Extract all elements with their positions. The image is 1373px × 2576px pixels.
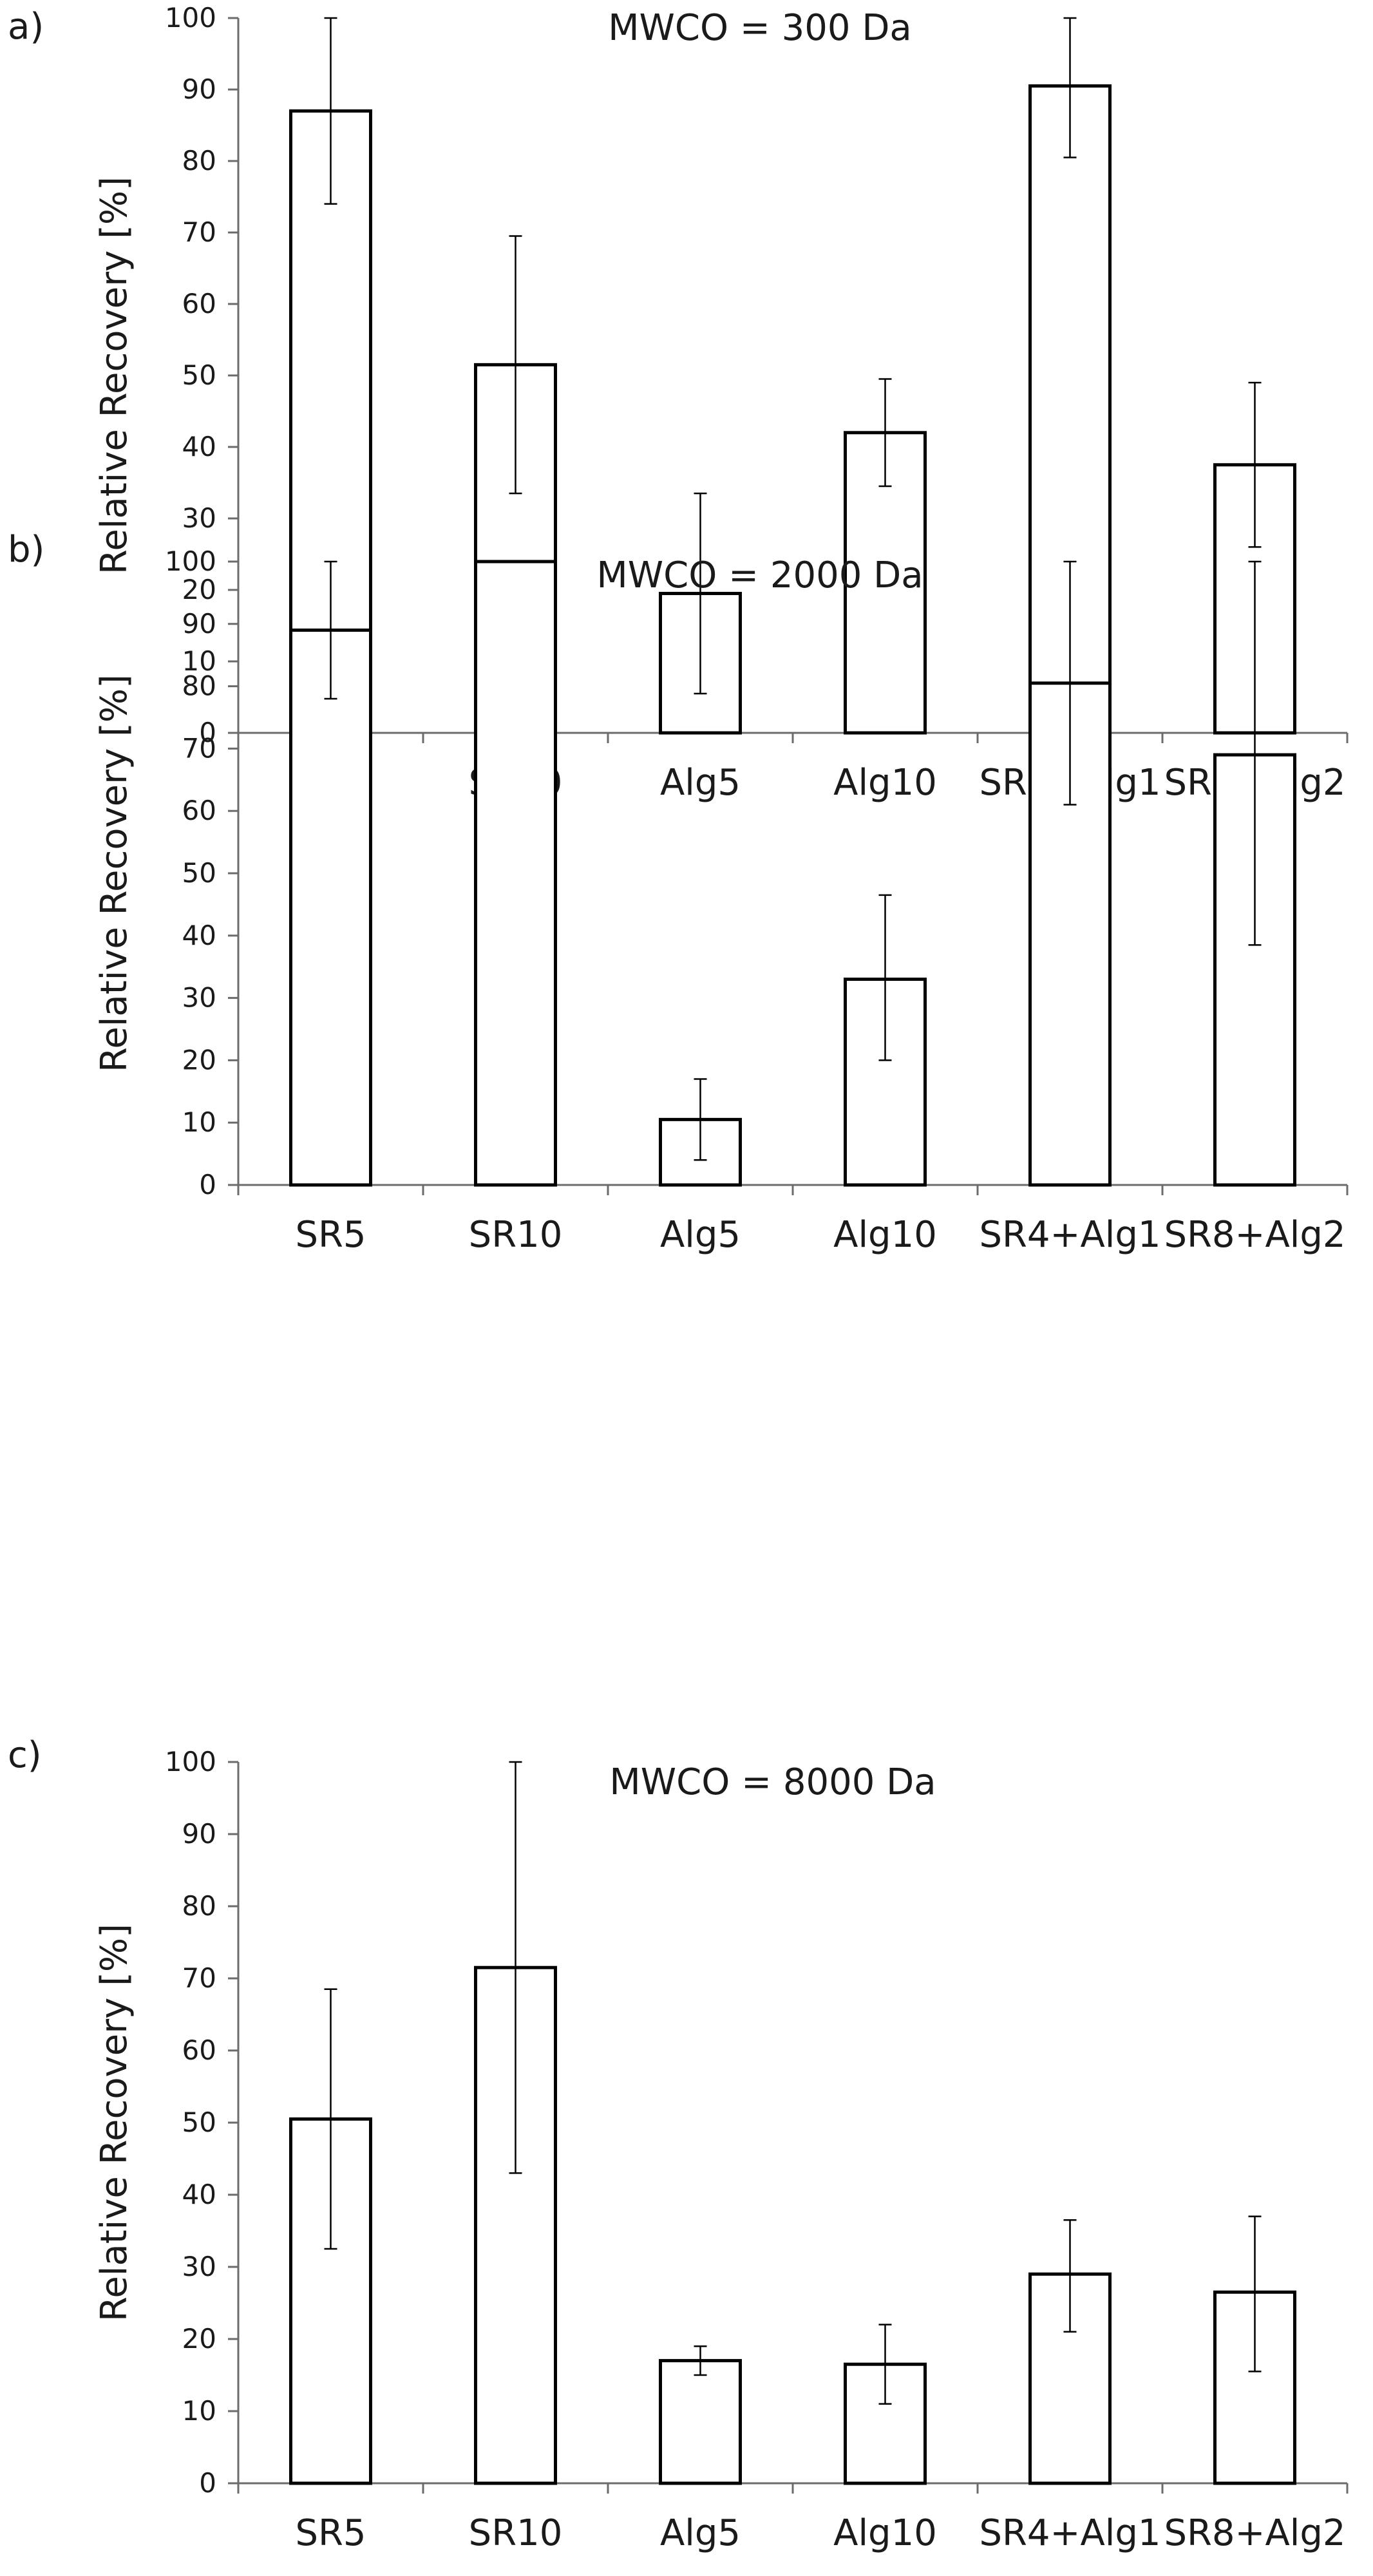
- y-tick-label: 30: [182, 502, 216, 534]
- y-tick-label: 90: [182, 1818, 216, 1850]
- y-tick-label: 10: [182, 645, 216, 677]
- mwco-annotation: MWCO = 8000 Da: [609, 1761, 936, 1803]
- x-tick-label: SR5: [295, 1214, 366, 1256]
- mwco-annotation: MWCO = 2000 Da: [596, 554, 923, 596]
- y-tick-label: 40: [182, 2179, 216, 2210]
- x-tick-label: SR4+Alg1: [979, 2512, 1160, 2554]
- x-tick-label: SR8+Alg2: [1164, 2512, 1345, 2554]
- x-tick-label: Alg5: [660, 2512, 741, 2554]
- y-tick-label: 60: [182, 795, 216, 826]
- y-tick-label: 0: [199, 2467, 216, 2499]
- x-tick-label: Alg5: [660, 762, 741, 804]
- y-tick-label: 70: [182, 732, 216, 764]
- y-axis-title: Relative Recovery [%]: [93, 674, 135, 1072]
- y-tick-label: 100: [165, 545, 216, 577]
- y-tick-label: 80: [182, 1890, 216, 1922]
- bar-sr10: [474, 560, 557, 1187]
- panel-label: c): [8, 1734, 42, 1776]
- x-tick-label: Alg10: [833, 2512, 937, 2554]
- y-tick-label: 70: [182, 216, 216, 248]
- y-axis-title: Relative Recovery [%]: [93, 176, 135, 574]
- x-tick-label: Alg10: [833, 1214, 937, 1256]
- y-tick-label: 90: [182, 73, 216, 105]
- y-tick-label: 10: [182, 1106, 216, 1138]
- panel-label: a): [8, 6, 44, 48]
- y-tick-label: 80: [182, 670, 216, 702]
- x-tick-label: SR5: [295, 2512, 366, 2554]
- x-tick-label: SR4+Alg1: [979, 1214, 1160, 1256]
- x-tick-label: Alg10: [833, 762, 937, 804]
- y-tick-label: 80: [182, 145, 216, 176]
- y-tick-label: 70: [182, 1962, 216, 1994]
- y-tick-label: 100: [165, 2, 216, 33]
- y-tick-label: 0: [199, 1169, 216, 1200]
- y-tick-label: 60: [182, 2034, 216, 2066]
- y-tick-label: 60: [182, 288, 216, 319]
- bar-alg10: [844, 2362, 927, 2485]
- y-tick-label: 50: [182, 359, 216, 391]
- y-tick-label: 40: [182, 431, 216, 462]
- mwco-annotation: MWCO = 300 Da: [608, 7, 912, 49]
- y-tick-label: 50: [182, 2107, 216, 2138]
- y-tick-label: 100: [165, 1746, 216, 1777]
- chart-panel-2: b) MWCO = 2000 Da Relative Recovery [%] 0 10…: [8, 529, 1349, 1256]
- y-tick-label: 40: [182, 920, 216, 951]
- x-tick-label: SR10: [469, 1214, 563, 1256]
- chart-panel-3: c) MWCO = 8000 Da Relative Recovery [%] 0 10…: [8, 1734, 1349, 2554]
- y-axis-title: Relative Recovery [%]: [93, 1924, 135, 2322]
- y-tick-label: 20: [182, 1044, 216, 1075]
- x-tick-label: Alg5: [660, 1214, 741, 1256]
- y-tick-label: 20: [182, 574, 216, 605]
- y-tick-label: 10: [182, 2395, 216, 2427]
- y-tick-label: 50: [182, 857, 216, 889]
- chart-panel-1: a) MWCO = 300 Da Relative Recovery [%] 0 10 2…: [8, 2, 1349, 804]
- bar-alg5: [659, 2359, 742, 2485]
- y-tick-label: 0: [199, 717, 216, 748]
- x-tick-label: SR10: [469, 2512, 563, 2554]
- y-tick-label: 90: [182, 608, 216, 639]
- x-tick-label: SR8+Alg2: [1164, 1214, 1345, 1256]
- y-tick-label: 30: [182, 2251, 216, 2282]
- bar-sr5: [289, 628, 372, 1187]
- y-tick-label: 20: [182, 2323, 216, 2354]
- y-tick-label: 30: [182, 982, 216, 1014]
- panel-label: b): [8, 529, 44, 571]
